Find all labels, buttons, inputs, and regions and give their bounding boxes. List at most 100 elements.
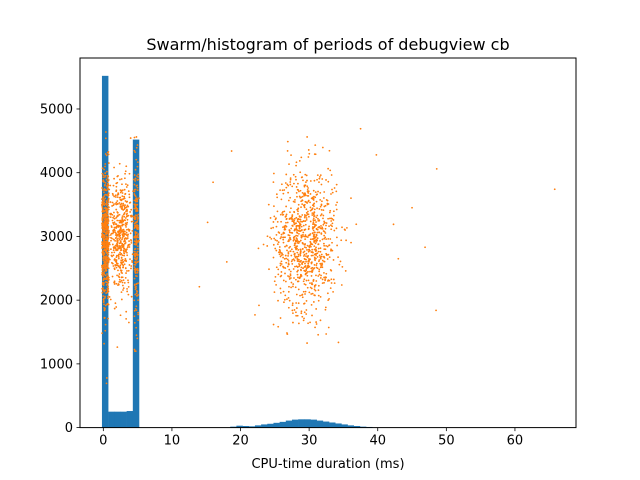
scatter-point [307,210,309,213]
scatter-point [102,227,105,230]
scatter-point [126,215,129,217]
scatter-point [120,244,123,247]
scatter-point [121,217,123,219]
scatter-point [289,274,292,277]
scatter-point [114,237,117,240]
scatter-point [107,257,110,260]
scatter-point [104,323,107,326]
scatter-point [325,198,328,201]
scatter-point [125,183,127,186]
scatter-point [305,267,308,270]
scatter-point [328,149,331,152]
scatter-point [103,207,106,210]
scatter-point [107,153,110,156]
scatter-point [295,216,298,219]
scatter-point [117,256,120,258]
scatter-point [315,234,318,237]
scatter-point [286,221,289,224]
scatter-point [117,283,120,285]
scatter-point [126,251,128,254]
histogram-bar [126,411,134,428]
scatter-point [134,307,137,310]
x-tick-label: 50 [438,434,455,449]
scatter-point [279,237,282,240]
scatter-point [121,254,124,257]
scatter-point [102,176,105,179]
scatter-point [311,248,314,251]
scatter-point [129,232,132,235]
scatter-point [300,220,302,223]
scatter-point [107,285,109,288]
scatter-point [137,213,140,216]
scatter-point [117,253,120,256]
scatter-point [284,254,287,257]
scatter-point [116,175,119,178]
scatter-point [303,283,306,285]
scatter-point [119,251,121,254]
scatter-point [320,224,322,227]
scatter-point [133,254,136,257]
scatter-point [121,204,124,207]
scatter-point [301,203,304,206]
scatter-point [134,261,136,263]
scatter-point [305,313,308,315]
scatter-point [302,224,305,227]
scatter-point [298,226,301,229]
scatter-point [102,229,104,232]
scatter-point [297,253,300,256]
scatter-point [131,253,134,256]
scatter-point [309,233,312,235]
scatter-point [104,257,106,260]
scatter-point [316,174,319,177]
scatter-point [318,208,321,210]
scatter-point [106,290,109,293]
scatter-point [307,187,309,189]
scatter-point [324,306,327,309]
scatter-point [112,265,115,267]
scatter-point [312,234,315,236]
scatter-point [102,264,105,266]
scatter-point [267,203,270,206]
scatter-point [276,220,279,223]
scatter-point [134,274,137,277]
scatter-point [104,174,107,177]
scatter-point [107,238,109,240]
scatter-point [302,233,304,236]
scatter-point [301,220,304,223]
scatter-point [103,234,106,237]
scatter-point [312,221,315,224]
scatter-point [297,269,299,272]
histogram-bar [353,426,361,428]
x-tick-label: 20 [232,434,249,449]
scatter-point [103,209,106,212]
scatter-point [286,183,289,186]
scatter-point [104,203,107,205]
scatter-point [283,258,286,260]
scatter-point [272,172,275,175]
scatter-point [291,304,294,307]
scatter-point [293,235,296,238]
scatter-point [277,241,280,244]
scatter-point [288,217,291,220]
scatter-point [282,266,285,269]
scatter-point [303,255,305,257]
scatter-point [318,231,321,234]
scatter-point [103,273,106,275]
scatter-point [120,261,123,264]
scatter-point [303,216,306,219]
scatter-point [306,189,309,191]
scatter-point [331,191,334,194]
scatter-point [325,222,328,224]
scatter-point [101,198,103,200]
scatter-point [350,241,352,244]
scatter-point [107,295,109,298]
scatter-point [127,244,129,247]
scatter-point [326,292,329,295]
histogram-bar [304,419,311,428]
scatter-point [289,245,292,248]
scatter-point [299,171,302,174]
scatter-point [119,240,122,242]
scatter-point [281,189,284,192]
scatter-point [297,302,300,305]
scatter-point [312,232,314,234]
